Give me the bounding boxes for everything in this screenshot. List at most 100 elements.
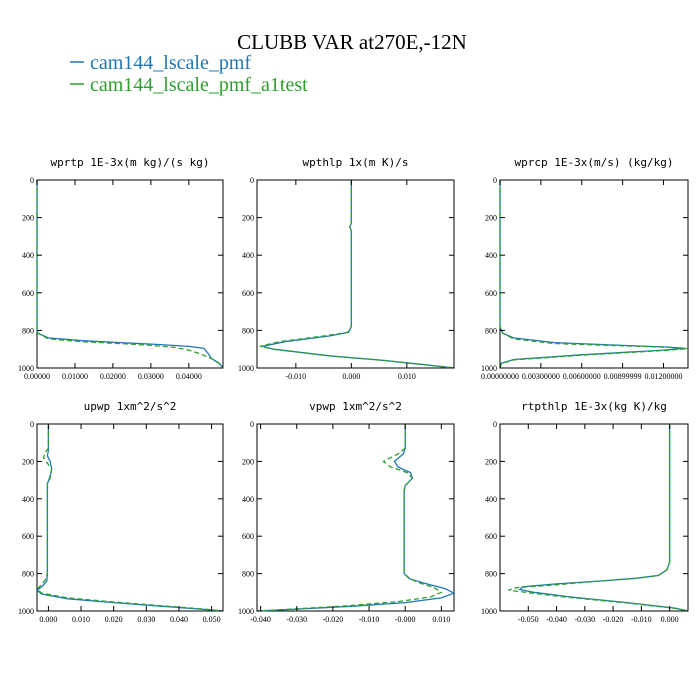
plot-panels: wprtp 1E-3x(m kg)/(s kg) 0 200 400 600 800 100…: [18, 156, 689, 624]
y-tick-label: 800: [22, 326, 34, 335]
panel-title: rtpthlp 1E-3x(kg K)/kg: [521, 400, 667, 413]
panel-title: wprtp 1E-3x(m kg)/(s kg): [51, 156, 210, 169]
y-tick-label: 400: [22, 251, 34, 260]
series-line-1: [499, 180, 684, 369]
y-tick-label: 1000: [481, 364, 497, 373]
x-tick-label: -0.040: [250, 615, 271, 624]
panel-title: upwp 1xm^2/s^2: [84, 400, 177, 413]
x-tick-label: 0.010: [72, 615, 90, 624]
series-line-1: [35, 424, 224, 612]
plot-panel-3: wprcp 1E-3x(m/s) (kg/kg) 0 200 400 600 800 100…: [481, 156, 689, 381]
plot-frame: [36, 423, 224, 612]
x-tick-label: 0.00000: [24, 372, 50, 381]
x-tick-label: -0.030: [574, 615, 595, 624]
x-tick-label: 0.010: [432, 615, 450, 624]
plot-panel-4: upwp 1xm^2/s^2 0 200 400 600 800 1000 0.000 0.01…: [18, 400, 224, 624]
x-tick-label: -0.040: [546, 615, 567, 624]
x-tick-label: 0.01200000: [644, 372, 682, 381]
y-tick-label: 0: [493, 420, 497, 429]
panel-title: vpwp 1xm^2/s^2: [309, 400, 402, 413]
x-tick-label: -0.000: [395, 615, 416, 624]
series-line-2: [36, 424, 224, 612]
x-tick-label: 0.030: [137, 615, 155, 624]
x-tick-label: 0.050: [203, 615, 221, 624]
x-tick-label: -0.010: [359, 615, 380, 624]
y-tick-label: 1000: [18, 607, 34, 616]
legend: cam144_lscale_pmf cam144_lscale_pmf_a1te…: [70, 52, 308, 96]
y-tick-label: 600: [242, 289, 254, 298]
figure-title: CLUBB VAR at270E,-12N: [237, 30, 467, 54]
x-tick-label: -0.010: [286, 372, 307, 381]
series-line-1: [36, 180, 224, 369]
y-tick-label: 400: [242, 251, 254, 260]
series-line-2: [508, 424, 689, 612]
x-tick-label: 0.010: [398, 372, 416, 381]
y-tick-label: 1000: [238, 607, 254, 616]
y-tick-label: 600: [485, 289, 497, 298]
x-tick-label: -0.030: [286, 615, 307, 624]
y-tick-label: 800: [485, 570, 497, 579]
y-tick-label: 1000: [481, 607, 497, 616]
y-tick-label: 0: [250, 420, 254, 429]
x-tick-label: -0.020: [603, 615, 624, 624]
x-tick-label: 0.000: [342, 372, 360, 381]
y-tick-label: 800: [242, 326, 254, 335]
plot-panel-5: vpwp 1xm^2/s^2 0 200 400 600 800 1000-0.040 -0.…: [238, 400, 456, 624]
y-tick-label: 400: [485, 495, 497, 504]
x-tick-label: 0.020: [105, 615, 123, 624]
y-tick-label: 800: [22, 570, 34, 579]
x-tick-label: 0.00000000: [481, 372, 519, 381]
plot-frame: [499, 423, 689, 612]
y-tick-label: 600: [22, 289, 34, 298]
x-tick-label: -0.050: [518, 615, 539, 624]
panel-title: wpthlp 1x(m K)/s: [303, 156, 409, 169]
x-tick-label: 0.000: [39, 615, 57, 624]
x-tick-label: 0.00600000: [563, 372, 601, 381]
y-tick-label: 0: [250, 176, 254, 185]
series-line-1: [518, 424, 689, 612]
y-tick-label: 600: [242, 532, 254, 541]
x-tick-label: 0.01000: [62, 372, 88, 381]
series-line-2: [259, 180, 455, 369]
x-tick-label: 0.03000: [138, 372, 164, 381]
x-tick-label: -0.010: [631, 615, 652, 624]
y-tick-label: 1000: [18, 364, 34, 373]
legend-label-1: cam144_lscale_pmf: [90, 52, 251, 74]
plot-frame: [256, 423, 455, 612]
y-tick-label: 0: [493, 176, 497, 185]
y-tick-label: 0: [30, 420, 34, 429]
y-tick-label: 600: [22, 532, 34, 541]
x-tick-label: -0.020: [323, 615, 344, 624]
x-tick-label: 0.000: [661, 615, 679, 624]
x-tick-label: 0.00300000: [522, 372, 560, 381]
y-tick-label: 200: [22, 214, 34, 223]
x-tick-label: 0.040: [170, 615, 188, 624]
y-tick-label: 800: [485, 326, 497, 335]
y-tick-label: 200: [22, 457, 34, 466]
plot-panel-2: wpthlp 1x(m K)/s 0 200 400 600 800 1000 -0.010 0…: [238, 156, 455, 381]
series-line-2: [256, 424, 443, 612]
y-tick-label: 1000: [238, 364, 254, 373]
plot-panel-6: rtpthlp 1E-3x(kg K)/kg 0 200 400 600 800 1000 -…: [481, 400, 689, 624]
y-tick-label: 600: [485, 532, 497, 541]
y-tick-label: 200: [485, 457, 497, 466]
x-tick-label: 0.00899999: [604, 372, 642, 381]
series-line-2: [499, 180, 689, 369]
plot-panel-1: wprtp 1E-3x(m kg)/(s kg) 0 200 400 600 800 100…: [18, 156, 224, 381]
series-line-2: [36, 180, 224, 369]
y-tick-label: 400: [242, 495, 254, 504]
series-line-1: [256, 424, 456, 612]
y-tick-label: 200: [242, 214, 254, 223]
plot-frame: [256, 179, 455, 369]
y-tick-label: 200: [242, 457, 254, 466]
y-tick-label: 400: [22, 495, 34, 504]
x-tick-label: 0.02000: [100, 372, 126, 381]
y-tick-label: 0: [30, 176, 34, 185]
y-tick-label: 800: [242, 570, 254, 579]
legend-label-2: cam144_lscale_pmf_a1test: [90, 74, 308, 96]
x-tick-label: 0.04000: [176, 372, 202, 381]
y-tick-label: 400: [485, 251, 497, 260]
y-tick-label: 200: [485, 214, 497, 223]
panel-title: wprcp 1E-3x(m/s) (kg/kg): [515, 156, 674, 169]
